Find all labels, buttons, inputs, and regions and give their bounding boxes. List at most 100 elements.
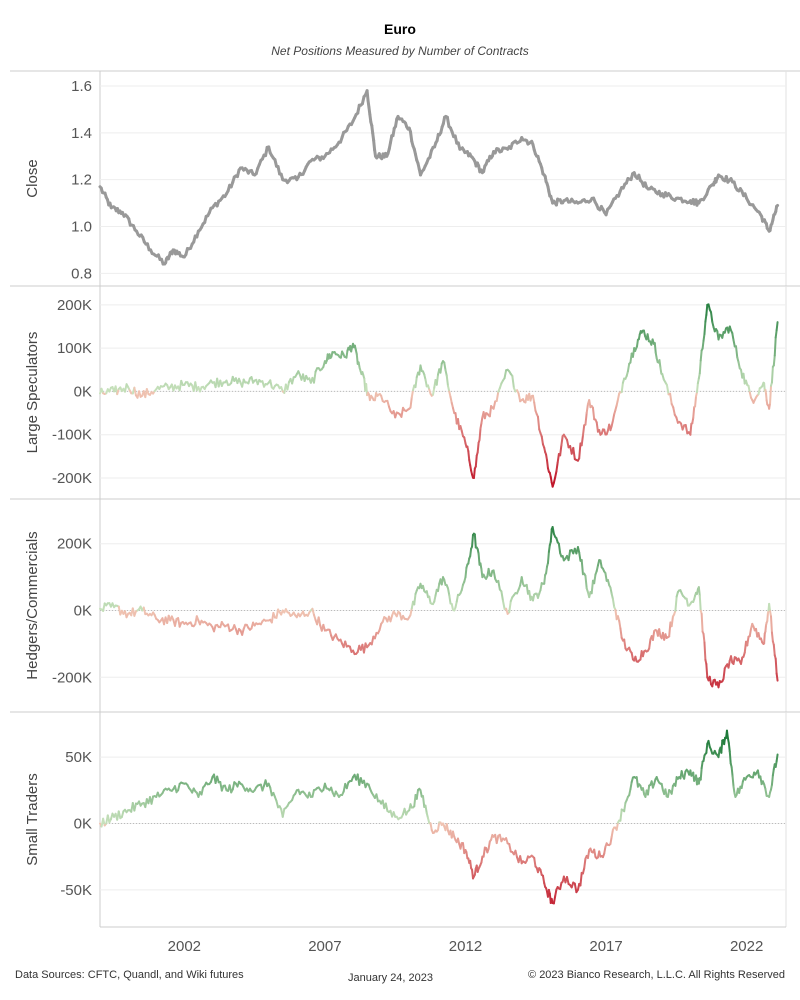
series-segment — [384, 802, 389, 812]
series-segment — [311, 789, 315, 798]
series-segment — [437, 821, 441, 832]
series-segment — [732, 339, 736, 348]
series-segment — [533, 401, 537, 412]
series-segment — [566, 875, 570, 885]
chart-subtitle: Net Positions Measured by Number of Cont… — [271, 44, 529, 58]
series-small-traders — [99, 729, 779, 905]
series-segment — [546, 459, 549, 470]
series-segment — [775, 203, 780, 208]
series-segment — [275, 800, 280, 809]
series-segment — [732, 656, 736, 665]
series-segment — [552, 895, 557, 905]
series-segment — [540, 435, 544, 446]
series-segment — [473, 867, 477, 876]
series-segment — [545, 565, 549, 575]
series-segment — [378, 622, 383, 631]
series-segment — [764, 787, 768, 797]
series-segment — [478, 427, 482, 441]
series-segment — [508, 600, 512, 614]
series-segment — [497, 579, 501, 591]
x-tick-label: 2002 — [168, 938, 201, 955]
x-tick-label: 2012 — [449, 938, 482, 955]
series-segment — [765, 392, 768, 402]
series-segment — [501, 599, 506, 610]
series-segment — [769, 384, 773, 405]
series-segment — [727, 659, 731, 669]
series-segment — [312, 370, 317, 384]
series-segment — [692, 406, 696, 420]
series-segment — [756, 769, 761, 779]
y-tick-label: 0K — [74, 815, 92, 832]
series-segment — [630, 651, 634, 661]
series-segment — [711, 679, 715, 688]
series-segment — [593, 573, 597, 585]
series-segment — [429, 822, 433, 832]
series-segment — [269, 379, 273, 389]
series-segment — [770, 631, 774, 643]
series-large-speculators — [99, 303, 779, 488]
series-segment — [531, 394, 536, 404]
series-segment — [740, 780, 744, 790]
series-segment — [775, 672, 779, 682]
series-segment — [773, 336, 777, 357]
series-segment — [732, 785, 736, 794]
series-segment — [487, 567, 491, 577]
series-segment — [737, 361, 741, 370]
series-segment — [566, 438, 570, 449]
series-segment — [413, 593, 417, 606]
y-tick-label: 1.4 — [71, 125, 92, 142]
series-segment — [664, 788, 668, 798]
series-segment — [674, 776, 678, 787]
series-segment — [770, 365, 774, 384]
series-segment — [443, 361, 447, 372]
series-segment — [698, 594, 702, 612]
series-segment — [133, 386, 137, 397]
series-segment — [704, 313, 708, 323]
x-tick-label: 2022 — [730, 938, 763, 955]
series-segment — [311, 607, 315, 616]
y-tick-label: -50K — [60, 882, 92, 899]
series-segment — [695, 382, 699, 394]
series-segment — [581, 424, 586, 437]
series-segment — [651, 630, 656, 642]
series-segment — [424, 804, 428, 815]
series-segment — [472, 467, 476, 480]
series-segment — [469, 859, 473, 870]
series-segment — [583, 857, 587, 870]
series-segment — [699, 767, 703, 781]
series-segment — [619, 808, 623, 822]
series-segment — [559, 444, 563, 457]
series-segment — [771, 768, 775, 777]
series-segment — [231, 781, 236, 791]
series-segment — [200, 786, 205, 796]
panel-close: 0.8 1.0 1.2 1.4 1.6 Close — [10, 70, 800, 286]
series-segment — [670, 784, 674, 795]
series-segment — [697, 586, 701, 597]
series-segment — [133, 802, 137, 812]
series-segment — [409, 130, 414, 143]
series-segment — [482, 846, 486, 858]
series-segment — [699, 349, 703, 362]
y-tick-label: 200K — [57, 536, 92, 553]
y-axis-title: Large Speculators — [24, 332, 41, 454]
series-segment — [446, 587, 451, 597]
series-segment — [517, 392, 522, 403]
series-segment — [670, 615, 674, 628]
series-segment — [700, 612, 704, 633]
series-segment — [432, 386, 436, 396]
series-segment — [730, 655, 734, 664]
series-segment — [465, 851, 469, 860]
series-segment — [604, 572, 608, 582]
series-segment — [580, 558, 584, 576]
series-segment — [705, 742, 709, 754]
series-segment — [757, 387, 761, 396]
series-segment — [747, 384, 751, 394]
series-segment — [567, 549, 572, 562]
series-segment — [445, 115, 451, 129]
series-segment — [559, 881, 563, 891]
series-segment — [635, 338, 639, 348]
series-segment — [546, 550, 550, 565]
series-segment — [641, 787, 646, 796]
series-segment — [659, 366, 663, 375]
series-segment — [448, 594, 452, 605]
